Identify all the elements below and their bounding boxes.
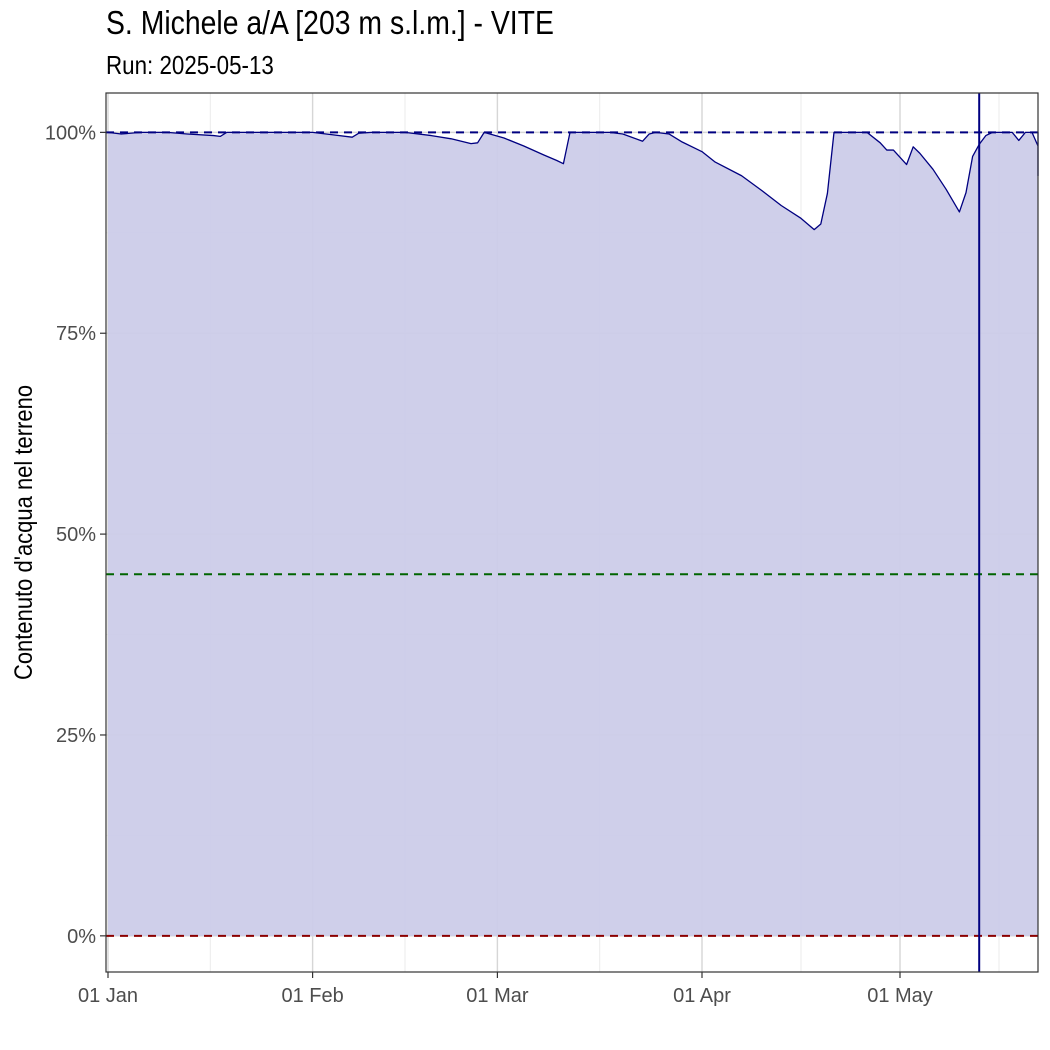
panel-border	[105, 92, 1039, 973]
y-tick-label: 50%	[56, 524, 96, 546]
x-tick-label: 01 Feb	[281, 985, 343, 1007]
chart-title: S. Michele a/A [203 m s.l.m.] - VITE	[106, 4, 554, 41]
x-tick-label: 01 Mar	[466, 985, 529, 1007]
x-tick-label: 01 Jan	[78, 985, 138, 1007]
x-axis: 01 Jan 01 Feb 01 Mar 01 Apr 01 May	[78, 972, 933, 1007]
y-tick-label: 0%	[67, 926, 96, 948]
reference-lines	[106, 93, 1038, 972]
series-layer	[107, 131, 1039, 936]
y-tick-label: 25%	[56, 725, 96, 747]
chart-subtitle: Run: 2025-05-13	[106, 50, 274, 80]
soil-water-area	[108, 132, 1038, 936]
y-axis-title: Contenuto d'acqua nel terreno	[10, 385, 38, 680]
x-tick-label: 01 May	[867, 985, 933, 1007]
x-tick-label: 01 Apr	[673, 985, 731, 1007]
y-tick-label: 75%	[56, 323, 96, 345]
y-axis: 0% 25% 50% 75% 100%	[45, 122, 106, 948]
y-tick-label: 100%	[45, 122, 96, 144]
